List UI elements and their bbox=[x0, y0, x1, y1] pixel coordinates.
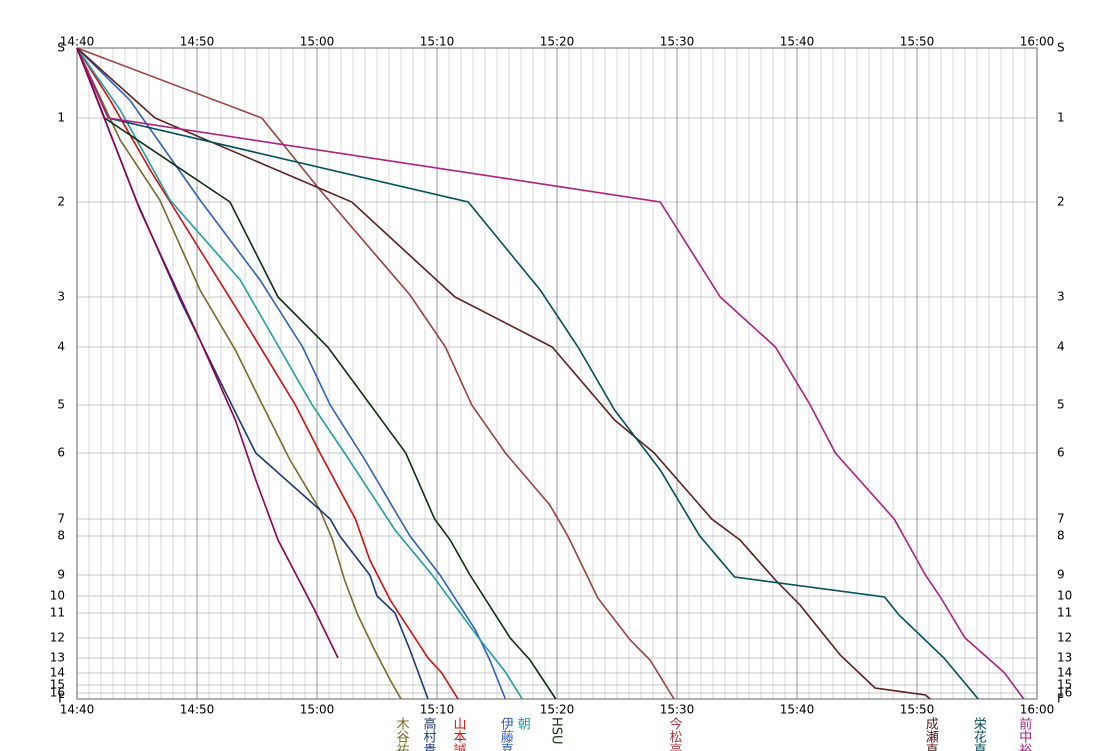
y-tick-label-right: 4 bbox=[1057, 340, 1065, 354]
y-tick-label: 14 bbox=[50, 666, 65, 680]
y-tick-label: 9 bbox=[57, 568, 65, 582]
series-line bbox=[76, 47, 507, 700]
y-tick-label-right: 10 bbox=[1057, 589, 1072, 603]
x-tick-label-bottom: 14:50 bbox=[180, 703, 215, 717]
series-name: 山本誠 bbox=[451, 717, 467, 751]
x-tick-label-bottom: 15:50 bbox=[900, 703, 935, 717]
series-name: 木谷祐 bbox=[394, 717, 410, 751]
series-name: 成瀬直 bbox=[923, 717, 939, 751]
y-tick-label-right: S bbox=[1057, 41, 1065, 55]
series-line bbox=[76, 47, 523, 700]
y-tick-label: F bbox=[58, 692, 65, 706]
series-line bbox=[76, 47, 931, 700]
series-name: HSU bbox=[548, 717, 563, 745]
y-tick-label: 7 bbox=[57, 512, 65, 526]
x-tick-label: 16:00 bbox=[1020, 35, 1055, 49]
x-tick-label-bottom: 15:10 bbox=[420, 703, 455, 717]
x-tick-label-bottom: 15:00 bbox=[300, 703, 335, 717]
y-tick-label-right: 9 bbox=[1057, 568, 1065, 582]
y-tick-label-right: 14 bbox=[1057, 666, 1072, 680]
series-line bbox=[76, 47, 557, 700]
y-tick-label-right: 15 bbox=[1057, 678, 1072, 692]
y-tick-label: 6 bbox=[57, 446, 65, 460]
y-tick-label: 12 bbox=[50, 631, 65, 645]
series-line bbox=[76, 47, 402, 700]
y-tick-label: 10 bbox=[50, 589, 65, 603]
y-tick-label: 16 bbox=[50, 686, 65, 700]
x-tick-label: 15:30 bbox=[660, 35, 695, 49]
y-tick-label-right: 12 bbox=[1057, 631, 1072, 645]
y-tick-label-right: 16 bbox=[1057, 686, 1072, 700]
y-tick-label: S bbox=[57, 41, 65, 55]
x-tick-label-bottom: 15:30 bbox=[660, 703, 695, 717]
series-name: 前中裕 bbox=[1016, 716, 1032, 751]
y-tick-label: 8 bbox=[57, 529, 65, 543]
plot-frame bbox=[76, 47, 1038, 700]
series-name: 栄花直 bbox=[971, 717, 987, 751]
y-tick-label-right: 5 bbox=[1057, 398, 1065, 412]
x-tick-label-bottom: 15:20 bbox=[540, 703, 575, 717]
series-name: 伊藤喜 bbox=[498, 717, 514, 751]
series-name: 朝 bbox=[515, 717, 531, 730]
x-tick-label-bottom: 16:00 bbox=[1020, 703, 1055, 717]
series-line bbox=[76, 47, 675, 700]
y-tick-label-right: 8 bbox=[1057, 529, 1065, 543]
y-tick-label: 1 bbox=[57, 111, 65, 125]
series-line bbox=[76, 47, 339, 659]
series-line bbox=[76, 47, 429, 700]
y-tick-label: 13 bbox=[50, 651, 65, 665]
y-tick-label: 11 bbox=[50, 606, 65, 620]
y-tick-label-right: 6 bbox=[1057, 446, 1065, 460]
y-tick-label-right: 13 bbox=[1057, 651, 1072, 665]
y-tick-label: 15 bbox=[50, 678, 65, 692]
x-tick-label: 15:10 bbox=[420, 35, 455, 49]
x-tick-label: 15:20 bbox=[540, 35, 575, 49]
x-tick-label: 15:50 bbox=[900, 35, 935, 49]
x-tick-label: 15:40 bbox=[780, 35, 815, 49]
y-tick-label: 5 bbox=[57, 398, 65, 412]
series-name: 高村貴 bbox=[421, 716, 437, 751]
y-tick-label: 3 bbox=[57, 290, 65, 304]
x-tick-label: 15:00 bbox=[300, 35, 335, 49]
y-tick-label-right: 2 bbox=[1057, 195, 1065, 209]
x-tick-label: 14:50 bbox=[180, 35, 215, 49]
series-line bbox=[76, 47, 979, 700]
y-tick-label-right: 7 bbox=[1057, 512, 1065, 526]
series-line bbox=[76, 47, 459, 700]
y-tick-label-right: F bbox=[1057, 692, 1064, 706]
x-tick-label: 14:40 bbox=[60, 35, 95, 49]
x-tick-label-bottom: 14:40 bbox=[60, 703, 95, 717]
y-tick-label-right: 3 bbox=[1057, 290, 1065, 304]
series-name: 今松亮 bbox=[667, 716, 683, 751]
y-tick-label: 2 bbox=[57, 195, 65, 209]
y-tick-label: 4 bbox=[57, 340, 65, 354]
y-tick-label-right: 11 bbox=[1057, 606, 1072, 620]
y-tick-label-right: 1 bbox=[1057, 111, 1065, 125]
x-tick-label-bottom: 15:40 bbox=[780, 703, 815, 717]
series-line bbox=[76, 47, 1025, 700]
